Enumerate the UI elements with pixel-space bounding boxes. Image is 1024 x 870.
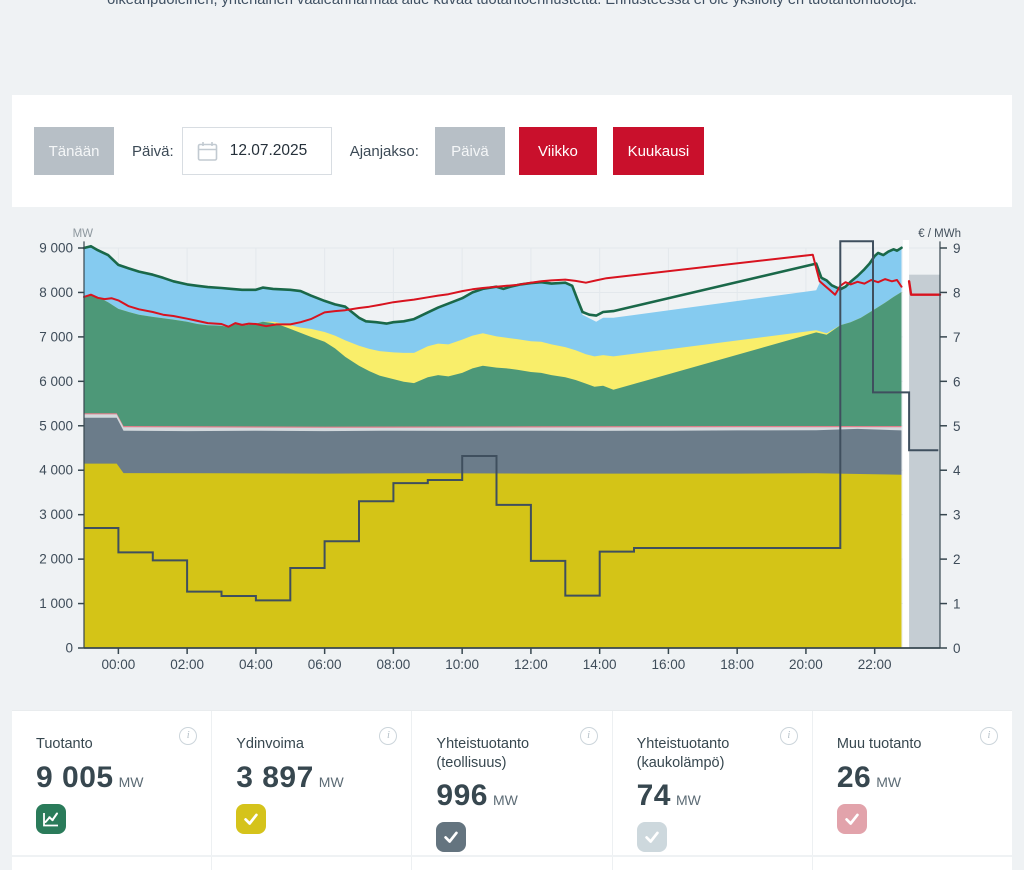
line-chart-icon[interactable]: [36, 803, 66, 834]
card-unit: MW: [492, 792, 518, 809]
card-tuotanto: i Tuotanto 9 005 MW: [12, 711, 211, 855]
svg-text:18:00: 18:00: [720, 657, 754, 672]
svg-text:3 000: 3 000: [39, 507, 73, 522]
card-stub: [811, 857, 1012, 870]
today-button[interactable]: Tänään: [34, 127, 114, 175]
controls-panel: Tänään Päivä: 12.07.2025 Ajanjakso: Päiv…: [12, 95, 1012, 207]
svg-text:2 000: 2 000: [39, 552, 73, 567]
stats-cards: i Tuotanto 9 005 MW i Ydinvoima 3 897 MW: [12, 710, 1012, 855]
card-stub: [611, 857, 812, 870]
info-icon[interactable]: i: [980, 727, 999, 745]
svg-text:00:00: 00:00: [101, 657, 135, 672]
second-card-row: [12, 857, 1012, 870]
svg-text:1: 1: [953, 597, 961, 612]
svg-text:4 000: 4 000: [39, 463, 73, 478]
svg-text:MW: MW: [73, 228, 94, 240]
svg-text:9: 9: [953, 241, 961, 256]
svg-text:14:00: 14:00: [583, 657, 617, 672]
card-muu-tuotanto: i Muu tuotanto 26 MW: [811, 711, 1012, 855]
card-value-row: 26 MW: [837, 761, 1012, 795]
svg-text:10:00: 10:00: [445, 657, 479, 672]
checkbox-icon[interactable]: [236, 803, 267, 834]
info-icon[interactable]: i: [779, 727, 798, 745]
svg-text:8 000: 8 000: [39, 285, 73, 300]
card-yhteistuotanto-kaukolampo: i Yhteistuotanto (kaukolämpö) 74 MW: [611, 711, 812, 855]
svg-text:12:00: 12:00: [514, 657, 548, 672]
info-icon[interactable]: i: [179, 727, 198, 745]
svg-text:8: 8: [953, 285, 961, 300]
card-stub: [411, 857, 611, 870]
svg-text:0: 0: [953, 641, 961, 656]
card-title: Yhteistuotanto (teollisuus): [436, 736, 530, 771]
card-value: 74: [636, 779, 671, 813]
card-stub: [12, 857, 211, 870]
card-title: Yhteistuotanto (kaukolämpö): [636, 736, 730, 771]
card-unit: MW: [876, 773, 902, 790]
card-title: Muu tuotanto: [836, 736, 922, 752]
svg-text:5 000: 5 000: [39, 418, 73, 433]
card-stub: [211, 857, 411, 870]
svg-text:5: 5: [953, 419, 961, 434]
calendar-icon: [196, 140, 219, 163]
card-value: 996: [436, 779, 488, 813]
svg-text:2: 2: [953, 552, 961, 567]
period-week-button[interactable]: Viikko: [518, 127, 597, 175]
card-value-row: 996 MW: [436, 779, 611, 813]
svg-text:3: 3: [953, 508, 961, 523]
svg-text:20:00: 20:00: [789, 657, 823, 672]
info-icon[interactable]: i: [379, 727, 398, 745]
svg-text:€ / MWh: € / MWh: [918, 228, 961, 240]
svg-text:4: 4: [953, 463, 961, 478]
svg-text:6 000: 6 000: [39, 374, 73, 389]
date-label: Päivä:: [132, 142, 174, 160]
card-unit: MW: [118, 773, 144, 790]
svg-text:22:00: 22:00: [858, 657, 892, 672]
svg-text:16:00: 16:00: [652, 657, 686, 672]
card-value: 26: [836, 760, 872, 794]
svg-text:7 000: 7 000: [39, 329, 73, 344]
card-title: Ydinvoima: [236, 736, 304, 752]
period-label: Ajanjakso:: [349, 142, 419, 160]
date-value: 12.07.2025: [229, 142, 308, 159]
date-input[interactable]: 12.07.2025: [181, 127, 332, 175]
svg-text:04:00: 04:00: [239, 657, 273, 672]
svg-text:06:00: 06:00: [308, 657, 342, 672]
card-unit: MW: [675, 792, 701, 809]
svg-text:02:00: 02:00: [170, 657, 204, 672]
period-month-button[interactable]: Kuukausi: [612, 127, 704, 175]
svg-text:08:00: 08:00: [376, 657, 410, 672]
svg-text:9 000: 9 000: [39, 241, 73, 256]
card-value-row: 9 005 MW: [36, 761, 211, 795]
svg-text:0: 0: [65, 641, 73, 656]
checkbox-icon[interactable]: [836, 803, 867, 834]
card-unit: MW: [318, 773, 344, 790]
checkbox-icon[interactable]: [436, 822, 467, 853]
period-day-button[interactable]: Päivä: [434, 127, 505, 175]
intro-text: oikeanpuoleinen, yhtenäinen vaaleanharma…: [107, 0, 917, 8]
card-yhteistuotanto-teollisuus: i Yhteistuotanto (teollisuus) 996 MW: [411, 711, 611, 855]
card-value: 9 005: [36, 760, 114, 794]
card-value-row: 74 MW: [637, 779, 812, 813]
svg-text:6: 6: [953, 374, 961, 389]
card-ydinvoima: i Ydinvoima 3 897 MW: [211, 711, 411, 855]
svg-text:1 000: 1 000: [39, 596, 73, 611]
checkbox-icon[interactable]: [636, 822, 667, 853]
card-value-row: 3 897 MW: [236, 761, 411, 795]
info-icon[interactable]: i: [579, 727, 598, 745]
card-title: Tuotanto: [36, 736, 93, 752]
svg-text:7: 7: [953, 330, 961, 345]
card-value: 3 897: [236, 760, 314, 794]
